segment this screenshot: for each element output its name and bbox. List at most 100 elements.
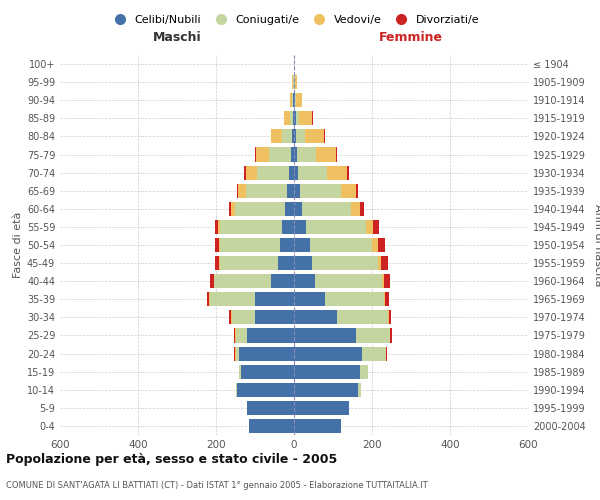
Bar xyxy=(372,238,378,252)
Bar xyxy=(239,346,294,360)
Bar xyxy=(294,401,349,415)
Bar xyxy=(208,292,209,306)
Bar xyxy=(284,112,290,126)
Bar xyxy=(306,220,366,234)
Bar xyxy=(292,130,294,143)
Bar xyxy=(271,130,283,143)
Bar xyxy=(235,328,247,342)
Bar xyxy=(294,238,310,252)
Bar xyxy=(256,148,269,162)
Bar xyxy=(298,166,327,179)
Bar xyxy=(294,346,362,360)
Bar xyxy=(269,148,291,162)
Bar xyxy=(291,148,294,162)
Bar xyxy=(233,328,235,342)
Bar xyxy=(293,93,294,108)
Bar xyxy=(388,310,389,324)
Bar xyxy=(247,401,294,415)
Bar xyxy=(278,256,294,270)
Bar xyxy=(235,202,286,216)
Bar xyxy=(297,148,316,162)
Bar xyxy=(341,184,356,198)
Bar xyxy=(255,292,294,306)
Bar xyxy=(247,328,294,342)
Bar xyxy=(294,419,341,433)
Bar xyxy=(384,274,389,288)
Bar xyxy=(293,112,294,126)
Bar xyxy=(294,184,300,198)
Bar xyxy=(241,364,294,378)
Bar xyxy=(280,238,294,252)
Bar xyxy=(292,75,293,89)
Bar xyxy=(229,310,231,324)
Bar xyxy=(386,346,387,360)
Bar xyxy=(283,220,294,234)
Bar xyxy=(296,112,299,126)
Bar xyxy=(389,328,391,342)
Text: Femmine: Femmine xyxy=(379,31,443,44)
Bar xyxy=(356,328,389,342)
Bar xyxy=(373,220,379,234)
Bar xyxy=(327,166,347,179)
Bar xyxy=(296,130,305,143)
Bar xyxy=(210,292,255,306)
Bar xyxy=(389,310,391,324)
Bar xyxy=(302,202,350,216)
Bar xyxy=(337,310,388,324)
Bar xyxy=(382,274,384,288)
Bar xyxy=(294,382,358,397)
Bar xyxy=(316,148,336,162)
Text: Popolazione per età, sesso e stato civile - 2005: Popolazione per età, sesso e stato civil… xyxy=(6,452,337,466)
Bar xyxy=(245,166,257,179)
Bar xyxy=(295,75,297,89)
Bar xyxy=(294,148,297,162)
Bar xyxy=(231,310,232,324)
Bar xyxy=(294,220,306,234)
Text: COMUNE DI SANT'AGATA LI BATTIATI (CT) - Dati ISTAT 1° gennaio 2005 - Elaborazion: COMUNE DI SANT'AGATA LI BATTIATI (CT) - … xyxy=(6,480,428,490)
Bar xyxy=(220,238,280,252)
Y-axis label: Fasce di età: Fasce di età xyxy=(13,212,23,278)
Bar xyxy=(294,364,360,378)
Bar xyxy=(310,238,372,252)
Bar xyxy=(235,346,239,360)
Bar xyxy=(296,93,302,108)
Bar xyxy=(316,274,382,288)
Bar xyxy=(218,220,220,234)
Bar xyxy=(360,364,368,378)
Y-axis label: Anni di nascita: Anni di nascita xyxy=(593,204,600,286)
Bar xyxy=(257,166,289,179)
Bar xyxy=(378,256,381,270)
Bar xyxy=(356,184,358,198)
Bar xyxy=(209,292,210,306)
Bar xyxy=(294,328,356,342)
Bar xyxy=(294,112,296,126)
Bar xyxy=(286,202,294,216)
Bar xyxy=(305,130,324,143)
Bar xyxy=(366,220,373,234)
Bar xyxy=(292,93,293,108)
Bar xyxy=(324,130,325,143)
Bar xyxy=(255,310,294,324)
Bar xyxy=(294,166,298,179)
Bar xyxy=(294,202,302,216)
Bar xyxy=(210,274,214,288)
Bar xyxy=(215,256,219,270)
Bar xyxy=(391,328,392,342)
Legend: Celibi/Nubili, Coniugati/e, Vedovi/e, Divorziati/e: Celibi/Nubili, Coniugati/e, Vedovi/e, Di… xyxy=(109,15,479,25)
Bar xyxy=(294,310,337,324)
Bar xyxy=(215,238,219,252)
Bar xyxy=(244,166,245,179)
Bar xyxy=(239,364,241,378)
Bar xyxy=(336,148,337,162)
Bar xyxy=(232,310,255,324)
Bar xyxy=(290,93,292,108)
Bar xyxy=(360,202,364,216)
Bar xyxy=(231,202,235,216)
Bar xyxy=(283,130,292,143)
Bar xyxy=(249,419,294,433)
Bar xyxy=(236,382,238,397)
Bar xyxy=(300,184,341,198)
Bar xyxy=(238,184,246,198)
Bar xyxy=(347,166,349,179)
Bar xyxy=(295,93,296,108)
